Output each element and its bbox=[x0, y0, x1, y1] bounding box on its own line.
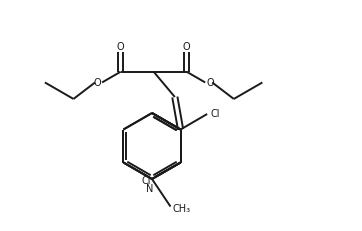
Text: O: O bbox=[206, 78, 214, 88]
Text: CH₃: CH₃ bbox=[173, 203, 191, 213]
Text: O: O bbox=[183, 42, 190, 52]
Text: O: O bbox=[93, 78, 101, 88]
Text: Cl: Cl bbox=[142, 175, 151, 185]
Text: Cl: Cl bbox=[210, 109, 220, 119]
Text: N: N bbox=[146, 183, 154, 193]
Text: O: O bbox=[117, 42, 125, 52]
